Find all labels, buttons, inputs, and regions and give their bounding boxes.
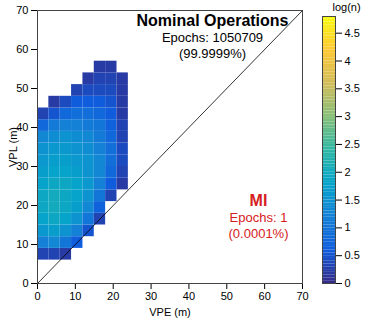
svg-text:2.5: 2.5 [345, 138, 360, 150]
svg-text:30: 30 [145, 290, 157, 302]
svg-text:1: 1 [345, 221, 351, 233]
svg-text:60: 60 [16, 43, 28, 55]
svg-text:0: 0 [22, 277, 28, 289]
svg-text:60: 60 [259, 290, 271, 302]
svg-text:VPE (m): VPE (m) [149, 306, 191, 318]
svg-text:50: 50 [221, 290, 233, 302]
svg-text:40: 40 [183, 290, 195, 302]
svg-text:70: 70 [16, 4, 28, 16]
svg-text:4.5: 4.5 [345, 27, 360, 39]
svg-text:3.5: 3.5 [345, 82, 360, 94]
svg-text:0: 0 [345, 277, 351, 289]
svg-text:log(n): log(n) [333, 1, 361, 13]
svg-text:0: 0 [34, 290, 40, 302]
svg-text:20: 20 [107, 290, 119, 302]
svg-text:0.5: 0.5 [345, 249, 360, 261]
svg-text:10: 10 [16, 238, 28, 250]
svg-text:40: 40 [16, 121, 29, 133]
svg-text:(0.0001%): (0.0001%) [229, 226, 289, 241]
svg-text:MI: MI [250, 192, 268, 209]
svg-text:Nominal Operations: Nominal Operations [136, 12, 288, 29]
svg-text:30: 30 [16, 160, 29, 172]
svg-text:10: 10 [69, 290, 81, 302]
svg-text:1.5: 1.5 [345, 194, 360, 206]
svg-text:70: 70 [296, 290, 308, 302]
svg-text:VPL (m): VPL (m) [7, 127, 19, 167]
svg-text:2: 2 [345, 166, 351, 178]
svg-text:Epochs: 1: Epochs: 1 [230, 210, 288, 225]
svg-text:(99.9999%): (99.9999%) [179, 46, 246, 61]
svg-text:50: 50 [16, 82, 28, 94]
svg-text:4: 4 [345, 55, 351, 67]
svg-text:3: 3 [345, 110, 351, 122]
svg-text:20: 20 [16, 199, 28, 211]
svg-text:Epochs: 1050709: Epochs: 1050709 [162, 30, 263, 45]
